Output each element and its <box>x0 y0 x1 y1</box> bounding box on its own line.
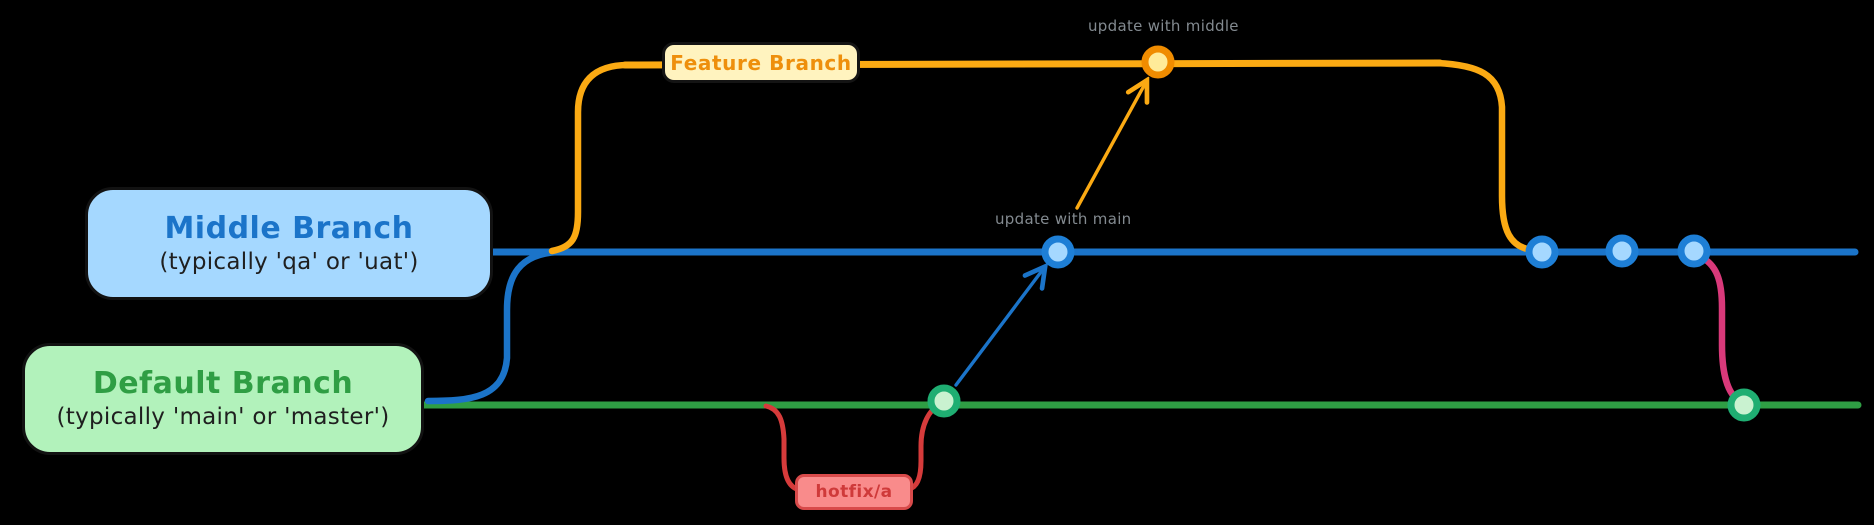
commit-node-middle-3 <box>1677 234 1711 268</box>
middle-branch-subtitle: (typically 'qa' or 'uat') <box>159 248 419 275</box>
merge-arrow-middle-to-feature <box>1075 82 1146 210</box>
default-branch-label-box: Default Branch (typically 'main' or 'mas… <box>22 343 424 455</box>
commit-node-middle-update <box>1041 235 1075 269</box>
hotfix-label-box: hotfix/a <box>795 474 913 510</box>
hotfix-fork-curve <box>763 403 803 493</box>
commit-node-hotfix-merge <box>927 384 961 418</box>
middle-branch-label-box: Middle Branch (typically 'qa' or 'uat') <box>85 187 493 300</box>
commit-node-release-merge <box>1727 388 1761 422</box>
middle-branch-fork-curve <box>424 248 562 405</box>
commit-node-middle-2 <box>1605 234 1639 268</box>
default-branch-title: Default Branch <box>92 366 354 401</box>
feature-branch-label-box: Feature Branch <box>662 42 860 83</box>
release-merge-curve <box>1695 252 1745 406</box>
middle-branch-title: Middle Branch <box>164 210 414 246</box>
annotation-update-with-middle: update with middle <box>1088 17 1239 35</box>
merge-arrow-main-to-middle <box>954 268 1044 387</box>
commit-node-feature-update <box>1141 45 1175 79</box>
hotfix-merge-curve <box>906 401 944 492</box>
feature-branch-fork-curve <box>548 61 632 255</box>
feature-branch-label: Feature Branch <box>670 50 852 75</box>
default-branch-subtitle: (typically 'main' or 'master') <box>56 404 390 430</box>
hotfix-label: hotfix/a <box>815 482 893 502</box>
commit-node-middle-1 <box>1525 235 1559 269</box>
feature-branch-merge-curve <box>1433 59 1536 254</box>
annotation-update-with-main: update with main <box>995 210 1132 228</box>
